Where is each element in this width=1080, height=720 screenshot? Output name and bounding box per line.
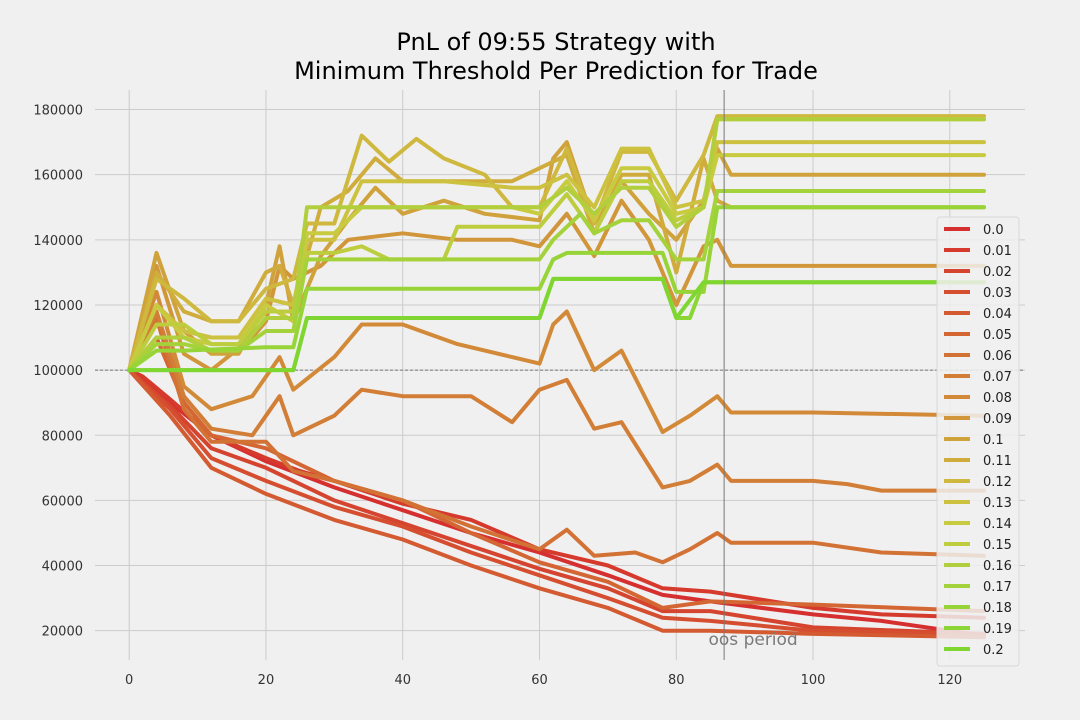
series-line [127, 140, 986, 373]
y-tick-label: 80000 [42, 429, 83, 444]
legend-label: 0.07 [983, 370, 1012, 385]
legend-label: 0.14 [983, 517, 1012, 532]
legend-label: 0.08 [983, 391, 1012, 406]
x-tick-label: 20 [258, 673, 275, 688]
x-tick-label: 120 [937, 673, 962, 688]
legend-label: 0.16 [983, 559, 1012, 574]
legend-label: 0.12 [983, 475, 1012, 490]
chart-title: PnL of 09:55 Strategy with Minimum Thresh… [294, 28, 818, 85]
series-line [127, 335, 986, 614]
series-line [127, 289, 986, 434]
series-line [127, 309, 986, 493]
x-tick-label: 60 [531, 673, 548, 688]
legend-label: 0.02 [983, 265, 1012, 280]
legend-label: 0.05 [983, 328, 1012, 343]
y-tick-label: 60000 [42, 494, 83, 509]
series-line [127, 368, 986, 636]
y-tick-label: 140000 [33, 234, 83, 249]
legend-label: 0.06 [983, 349, 1012, 364]
series-line [127, 316, 986, 565]
y-tick-label: 40000 [42, 560, 83, 575]
x-tick-label: 100 [801, 673, 826, 688]
x-tick-label: 40 [394, 673, 411, 688]
x-tick-label: 0 [125, 673, 133, 688]
chart-title-line: PnL of 09:55 Strategy with [396, 28, 715, 56]
legend-label: 0.15 [983, 538, 1012, 553]
legend-label: 0.19 [983, 622, 1012, 637]
legend: 0.0 0.01 0.02 0.03 0.04 0.05 0.06 0.07 0.08 0.09 0… [936, 216, 1020, 667]
series-line [127, 368, 986, 636]
y-axis-ticks: 20000 40000 60000 80000 100000 120000 140000 16… [33, 104, 83, 640]
chart-title-line: Minimum Threshold Per Prediction for Tra… [294, 57, 818, 85]
legend-label: 0.04 [983, 307, 1012, 322]
legend-label: 0.13 [983, 496, 1012, 511]
series-line [127, 368, 986, 640]
legend-label: 0.11 [983, 454, 1012, 469]
x-tick-label: 80 [668, 673, 685, 688]
legend-label: 0.0 [983, 223, 1004, 238]
x-axis-ticks: 0 20 40 60 80 100 120 [125, 673, 962, 688]
y-tick-label: 160000 [33, 169, 83, 184]
legend-label: 0.1 [983, 433, 1004, 448]
series-line [127, 368, 986, 638]
oos-annotation: oos period [709, 630, 798, 650]
legend-label: 0.03 [983, 286, 1012, 301]
series-line [127, 205, 986, 373]
legend-label: 0.18 [983, 601, 1012, 616]
y-tick-label: 120000 [33, 299, 83, 314]
legend-label: 0.2 [983, 643, 1004, 658]
y-tick-label: 180000 [33, 104, 83, 119]
y-tick-label: 100000 [33, 364, 83, 379]
series-line [127, 276, 986, 373]
legend-label: 0.01 [983, 244, 1012, 259]
legend-label: 0.09 [983, 412, 1012, 427]
series-lines [127, 114, 986, 640]
legend-label: 0.17 [983, 580, 1012, 595]
legend-box [936, 216, 1020, 667]
y-tick-label: 20000 [42, 625, 83, 640]
